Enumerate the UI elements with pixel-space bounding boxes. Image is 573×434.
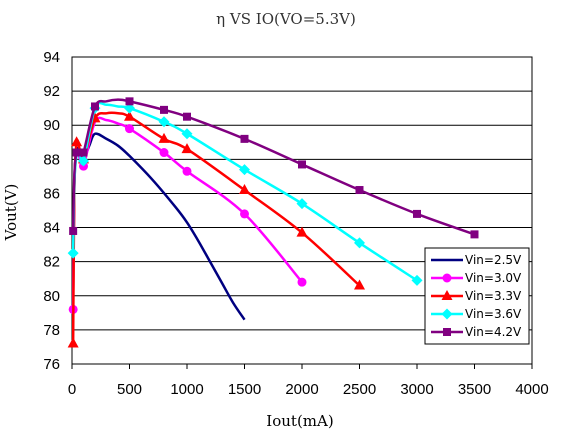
legend-item: Vin=2.5V <box>431 253 522 267</box>
data-point <box>239 184 250 195</box>
chart-title: η VS IO(VO=5.3V) <box>216 10 356 28</box>
data-point <box>79 148 88 157</box>
data-point <box>181 128 193 140</box>
data-point <box>69 226 78 235</box>
data-point <box>354 237 365 249</box>
y-tick-label: 80 <box>43 288 60 305</box>
data-point <box>160 105 168 114</box>
data-point <box>71 136 83 147</box>
series-vin-3-3v <box>67 110 365 348</box>
data-point <box>158 132 170 143</box>
data-point <box>124 102 135 114</box>
data-point <box>298 160 306 169</box>
y-tick-label: 76 <box>43 356 60 373</box>
data-point <box>354 279 365 290</box>
data-point <box>441 290 453 300</box>
data-point <box>296 198 308 210</box>
x-tick-label: 2000 <box>285 381 318 398</box>
data-point <box>240 209 249 219</box>
x-tick-label: 3500 <box>458 381 491 398</box>
y-tick-label: 94 <box>43 49 60 66</box>
data-point <box>125 97 134 106</box>
x-tick-label: 3000 <box>400 381 433 398</box>
data-point <box>355 186 364 195</box>
data-point <box>411 274 423 286</box>
data-point <box>158 116 170 128</box>
y-tick-label: 92 <box>43 83 60 100</box>
data-point <box>443 328 451 336</box>
x-tick-label: 2500 <box>343 381 376 398</box>
plot-frame <box>71 56 533 365</box>
y-tick-labels: 76 78 80 82 84 86 88 90 92 94 <box>43 49 60 373</box>
data-point <box>442 273 452 283</box>
x-tick-label: 4000 <box>515 381 548 398</box>
x-tick-label: 1000 <box>170 381 203 398</box>
y-tick-label: 88 <box>43 151 60 168</box>
series-line <box>71 111 361 344</box>
data-point <box>67 337 79 348</box>
series-vin-4-2v <box>69 97 479 239</box>
legend-label: Vin=3.3V <box>465 289 522 303</box>
legend-label: Vin=3.6V <box>465 307 522 321</box>
legend: Vin=2.5V Vin=3.0V Vin=3.3V Vin=3.6V Vin=4.2V <box>424 247 530 345</box>
x-tick-label: 500 <box>117 381 142 398</box>
data-point <box>182 166 192 176</box>
data-point <box>159 148 169 158</box>
legend-item: Vin=3.6V <box>431 307 522 321</box>
data-point <box>297 277 307 287</box>
data-point <box>78 155 89 167</box>
y-tick-label: 78 <box>43 322 60 339</box>
legend-label: Vin=4.2V <box>465 325 522 339</box>
data-point <box>441 308 453 320</box>
data-point <box>239 164 250 176</box>
data-point <box>470 230 479 239</box>
data-point <box>67 247 79 259</box>
data-point <box>91 102 99 111</box>
y-tick-label: 90 <box>43 117 60 134</box>
x-axis-label: Iout(mA) <box>266 412 333 430</box>
data-point <box>296 226 308 237</box>
y-tick-label: 82 <box>43 254 60 271</box>
x-tick-labels: 0 500 1000 1500 2000 2500 3000 3500 4000 <box>68 364 549 398</box>
legend-item: Vin=3.3V <box>431 289 522 303</box>
data-point <box>72 148 81 157</box>
data-point <box>125 124 134 134</box>
x-tick-label: 1500 <box>228 381 261 398</box>
y-tick-label: 84 <box>43 220 60 237</box>
y-axis-label: Vout(V) <box>2 184 20 242</box>
plot-area <box>67 97 479 348</box>
legend-item: Vin=3.0V <box>431 271 522 285</box>
y-tick-label: 86 <box>43 185 60 202</box>
legend-label: Vin=3.0V <box>465 271 522 285</box>
series-line <box>71 132 246 321</box>
x-tick-label: 0 <box>68 381 76 398</box>
legend-label: Vin=2.5V <box>465 253 522 267</box>
data-point <box>240 134 249 143</box>
data-point <box>183 112 191 121</box>
data-point <box>413 209 421 218</box>
data-point <box>124 110 135 121</box>
legend-item: Vin=4.2V <box>431 325 522 339</box>
series-vin-2-5v <box>71 132 246 321</box>
data-point <box>181 143 193 154</box>
